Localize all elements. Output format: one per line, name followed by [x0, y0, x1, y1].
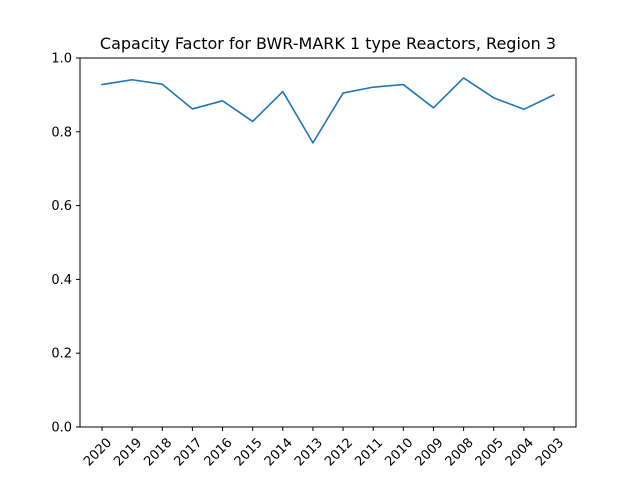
- x-tick-label: 2018: [141, 435, 175, 469]
- series-layer: [101, 77, 555, 144]
- x-tick-label: 2017: [171, 435, 205, 469]
- x-tick-label: 2009: [413, 435, 447, 469]
- x-tick-label: 2019: [111, 435, 145, 469]
- y-tick-label: 0.6: [51, 199, 72, 214]
- x-tick-label: 2008: [443, 435, 477, 469]
- x-axis: 2020201920182017201620152014201320122011…: [81, 427, 567, 469]
- x-tick-label: 2005: [473, 435, 507, 469]
- y-tick-label: 0.4: [51, 273, 72, 288]
- x-tick-label: 2013: [292, 435, 326, 469]
- y-tick-label: 1.0: [51, 52, 72, 67]
- y-tick-label: 0.2: [51, 347, 72, 362]
- x-tick-label: 2010: [382, 435, 416, 469]
- chart-title: Capacity Factor for BWR-MARK 1 type Reac…: [100, 34, 556, 53]
- plot-frame: [79, 57, 577, 428]
- y-axis: 0.0 0.2 0.4 0.6 0.8 1.0: [51, 52, 80, 436]
- x-tick-label: 2015: [232, 435, 266, 469]
- y-tick-label: 0.0: [51, 421, 72, 436]
- x-tick-label: 2020: [81, 435, 115, 469]
- x-tick-label: 2004: [503, 435, 537, 469]
- x-tick-label: 2016: [202, 435, 236, 469]
- x-tick-label: 2003: [533, 435, 567, 469]
- series-line-0: [101, 77, 555, 144]
- x-tick-label: 2011: [352, 435, 386, 469]
- x-tick-label: 2012: [322, 435, 356, 469]
- y-tick-label: 0.8: [51, 125, 72, 140]
- x-tick-label: 2014: [262, 435, 296, 469]
